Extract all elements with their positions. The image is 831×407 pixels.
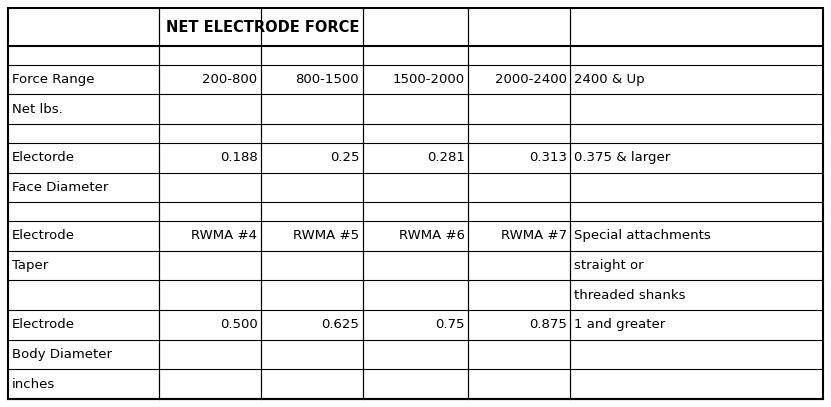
Text: straight or: straight or	[573, 259, 643, 272]
Text: 0.281: 0.281	[427, 151, 465, 164]
Text: Force Range: Force Range	[12, 73, 94, 86]
Text: Electrode: Electrode	[12, 318, 75, 331]
Text: Face Diameter: Face Diameter	[12, 181, 108, 194]
Text: 0.75: 0.75	[435, 318, 465, 331]
Text: 0.625: 0.625	[322, 318, 359, 331]
Text: Electrode: Electrode	[12, 229, 75, 242]
Text: 0.875: 0.875	[529, 318, 567, 331]
Text: NET ELECTRODE FORCE: NET ELECTRODE FORCE	[166, 20, 359, 35]
Text: Body Diameter: Body Diameter	[12, 348, 111, 361]
Text: 800-1500: 800-1500	[296, 73, 359, 86]
Text: RWMA #4: RWMA #4	[191, 229, 258, 242]
Text: 2400 & Up: 2400 & Up	[573, 73, 644, 86]
Text: 0.188: 0.188	[219, 151, 258, 164]
Text: 2000-2400: 2000-2400	[495, 73, 567, 86]
Text: RWMA #7: RWMA #7	[501, 229, 567, 242]
Text: 1500-2000: 1500-2000	[393, 73, 465, 86]
Text: threaded shanks: threaded shanks	[573, 289, 685, 302]
Text: inches: inches	[12, 378, 55, 391]
Text: Special attachments: Special attachments	[573, 229, 711, 242]
Text: 0.500: 0.500	[219, 318, 258, 331]
Text: 0.313: 0.313	[529, 151, 567, 164]
Text: Net lbs.: Net lbs.	[12, 103, 62, 116]
Text: 1 and greater: 1 and greater	[573, 318, 665, 331]
Text: 0.375 & larger: 0.375 & larger	[573, 151, 670, 164]
Text: 200-800: 200-800	[202, 73, 258, 86]
Text: RWMA #6: RWMA #6	[399, 229, 465, 242]
Text: RWMA #5: RWMA #5	[293, 229, 359, 242]
Text: Electorde: Electorde	[12, 151, 75, 164]
Text: 0.25: 0.25	[330, 151, 359, 164]
Text: Taper: Taper	[12, 259, 48, 272]
